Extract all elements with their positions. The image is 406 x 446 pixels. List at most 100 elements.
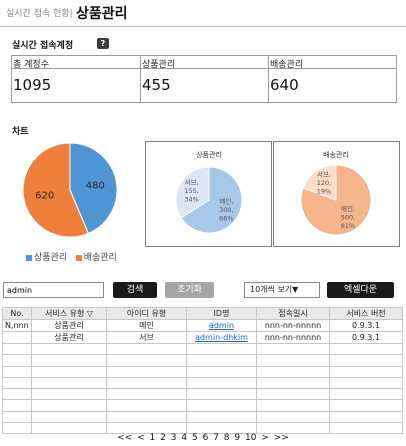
table-cell: [106, 399, 187, 412]
page-size-select[interactable]: 10개씩 보기▼: [244, 282, 320, 298]
table-row[interactable]: [2, 410, 403, 424]
table-cell: [106, 365, 187, 378]
table-cell: [106, 410, 187, 424]
chart-legend: 상품관리 배송관리: [26, 250, 117, 263]
table-cell: [256, 388, 330, 401]
table-cell: nnn-nn-nnnnn: [256, 331, 330, 344]
prev-page-link[interactable]: <: [137, 433, 145, 443]
table-row[interactable]: [2, 376, 403, 390]
search-button[interactable]: 검색: [113, 282, 157, 298]
reset-button[interactable]: 초기화: [165, 282, 214, 298]
col-header-access-time: 접속일시: [256, 307, 330, 320]
first-page-link[interactable]: <<: [117, 433, 133, 443]
table-cell: 0.9.3.1: [329, 319, 403, 332]
pie-slice-2: [22, 142, 89, 238]
col-header-service-version: 서비스 버전: [329, 307, 403, 320]
table-cell: [2, 388, 32, 401]
page-link[interactable]: 8: [223, 433, 230, 443]
page-link[interactable]: 7: [213, 433, 219, 443]
table-cell: [186, 399, 257, 412]
page-link[interactable]: 5: [191, 433, 198, 443]
table-cell: [186, 388, 257, 401]
table-row[interactable]: [2, 342, 403, 356]
table-cell: nnn-nn-nnnnn: [256, 319, 330, 332]
table-cell: N,nnn: [2, 319, 32, 332]
table-cell: 서브: [106, 331, 187, 344]
table-cell: [31, 354, 107, 367]
page-title: 상품관리: [76, 6, 128, 22]
table-cell: [329, 354, 403, 367]
access-log-table: No. 서비스 유형 ▽ 아이디 유형 ID명 접속일시 서비스 버전 N,nn…: [2, 307, 403, 435]
table-row[interactable]: 상품관리 서브 admin-dhkim nnn-nn-nnnnn 0.9.3.1: [2, 331, 403, 344]
main-pie-chart: 480 620: [22, 142, 118, 238]
col-header-service-type[interactable]: 서비스 유형 ▽: [31, 307, 107, 320]
pie-slice-1: [180, 166, 243, 234]
search-input[interactable]: [3, 282, 104, 298]
table-row[interactable]: [2, 399, 403, 412]
help-icon[interactable]: ?: [97, 38, 109, 49]
col-header-no: No.: [2, 307, 32, 320]
stat-total-accounts: 총 계정수 1095: [12, 56, 140, 102]
table-cell: [2, 331, 32, 344]
stats-section-title: 실시간 접속계정: [12, 41, 74, 51]
legend-label-delivery: 배송관리: [83, 253, 117, 263]
table-cell: 메인: [106, 319, 187, 332]
table-row[interactable]: [2, 354, 403, 367]
page-link[interactable]: 6: [202, 433, 209, 443]
table-cell: [186, 365, 257, 378]
table-cell: [256, 342, 330, 356]
page-link[interactable]: 4: [181, 433, 188, 443]
page-link[interactable]: 3: [170, 433, 177, 443]
table-cell: [2, 342, 32, 356]
pie-data-label-1: 메인, 500, 81%: [341, 204, 355, 230]
table-cell: [329, 399, 403, 412]
table-cell: [31, 388, 107, 401]
page-link[interactable]: 1: [149, 433, 156, 443]
id-link[interactable]: admin: [208, 321, 235, 330]
table-cell: [256, 354, 330, 367]
last-page-link[interactable]: >>: [273, 433, 289, 443]
table-cell: [31, 399, 107, 412]
table-cell: [2, 410, 32, 424]
table-cell: [2, 399, 32, 412]
header-divider: [0, 26, 406, 27]
pie-data-label-2: 서브, 120, 19%: [317, 170, 331, 196]
table-cell: [31, 376, 107, 390]
table-row[interactable]: [2, 388, 403, 401]
table-cell: [329, 388, 403, 401]
stat-value: 1095: [13, 76, 52, 94]
table-cell: [106, 388, 187, 401]
col-header-id-name: ID명: [186, 307, 257, 320]
stat-label: 상품관리: [142, 60, 176, 70]
breadcrumb: 실시간 접속 현황|: [6, 9, 73, 19]
table-cell[interactable]: admin: [186, 319, 257, 332]
table-cell: [256, 365, 330, 378]
table-row[interactable]: [2, 365, 403, 378]
table-cell: [256, 399, 330, 412]
page-link[interactable]: 2: [160, 433, 166, 443]
table-cell: 상품관리: [31, 319, 107, 332]
id-link[interactable]: admin-dhkim: [195, 333, 248, 342]
next-page-link[interactable]: >: [261, 433, 269, 443]
excel-download-button[interactable]: 엑셀다운: [327, 282, 394, 298]
stat-label: 총 계정수: [13, 60, 49, 70]
page-link[interactable]: 9: [234, 433, 241, 443]
pie-title: 상품관리: [196, 150, 222, 159]
pagination: << < 1 2 3 4 5 6 7 8 9 10 > >>: [0, 433, 406, 443]
table-cell: [256, 410, 330, 424]
table-cell: [329, 410, 403, 424]
table-row[interactable]: [2, 422, 403, 435]
pie-slice-2: [175, 166, 210, 219]
page-link[interactable]: 10: [245, 433, 257, 443]
stat-label: 배송관리: [270, 60, 304, 70]
table-header-row: No. 서비스 유형 ▽ 아이디 유형 ID명 접속일시 서비스 버전: [2, 307, 403, 320]
table-cell: [329, 342, 403, 356]
table-row[interactable]: N,nnn 상품관리 메인 admin nnn-nn-nnnnn 0.9.3.1: [2, 319, 403, 332]
pie-slice-1: [69, 142, 118, 234]
table-cell: [256, 376, 330, 390]
chart-section-title: 차트: [12, 127, 29, 137]
table-cell[interactable]: admin-dhkim: [186, 331, 257, 344]
table-cell: [329, 365, 403, 378]
